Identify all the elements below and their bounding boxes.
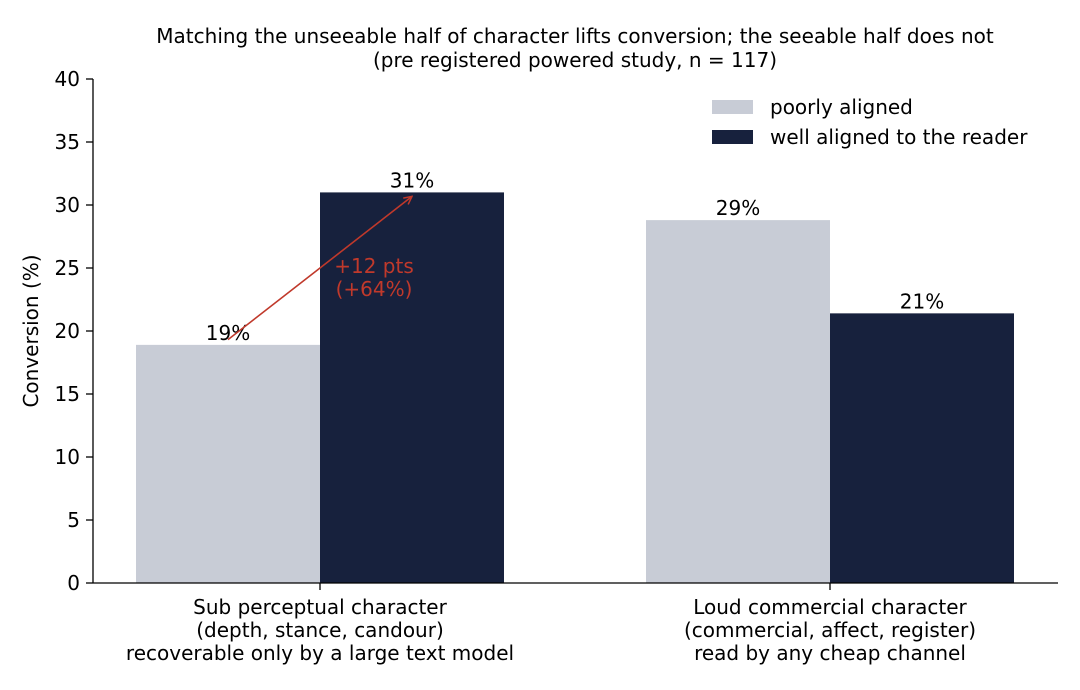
x-tick-label: Sub perceptual character: [193, 595, 447, 619]
chart-title: Matching the unseeable half of character…: [156, 24, 994, 48]
bar-poorly-aligned-cat1: [136, 344, 320, 583]
chart-subtitle: (pre registered powered study, n = 117): [373, 48, 777, 72]
y-tick-label: 20: [55, 319, 80, 343]
y-tick-label: 0: [67, 571, 80, 595]
y-axis-label: Conversion (%): [19, 254, 43, 407]
y-tick-label: 15: [55, 382, 80, 406]
bar-value-label: 29%: [716, 196, 760, 220]
legend-swatch: [712, 130, 753, 144]
y-tick-label: 35: [55, 130, 80, 154]
bar-value-label: 19%: [206, 321, 250, 345]
legend-swatch: [712, 100, 753, 114]
annotation-text: (+64%): [336, 277, 413, 301]
bar-value-label: 31%: [390, 168, 434, 192]
bar-value-label: 21%: [900, 289, 944, 313]
y-tick-label: 10: [55, 445, 80, 469]
legend-label: well aligned to the reader: [770, 125, 1028, 149]
bar-well-aligned-cat2: [830, 313, 1014, 583]
bar-well-aligned-cat1: [320, 192, 504, 583]
legend: poorly aligned well aligned to the reader: [712, 95, 1028, 149]
y-tick-label: 25: [55, 256, 80, 280]
annotation-text: +12 pts: [334, 254, 414, 278]
annotation-arrow: [227, 196, 412, 341]
x-tick-label: (depth, stance, candour): [196, 618, 444, 642]
y-tick-label: 30: [55, 193, 80, 217]
annotation-group: +12 pts(+64%): [227, 196, 414, 341]
bars-group: 19% 29% 31% 21%: [136, 168, 1014, 583]
x-tick-label: Loud commercial character: [693, 595, 967, 619]
y-tick-label: 5: [67, 508, 80, 532]
x-tick-label: (commercial, affect, register): [684, 618, 976, 642]
bar-poorly-aligned-cat2: [646, 220, 830, 583]
x-axis: Sub perceptual character(depth, stance, …: [93, 582, 1058, 665]
legend-label: poorly aligned: [770, 95, 913, 119]
x-tick-label: read by any cheap channel: [694, 641, 966, 665]
y-axis: 0 5 10 15 20 25 30 35 40: [55, 67, 94, 595]
x-tick-label: recoverable only by a large text model: [126, 641, 514, 665]
y-tick-label: 40: [55, 67, 80, 91]
